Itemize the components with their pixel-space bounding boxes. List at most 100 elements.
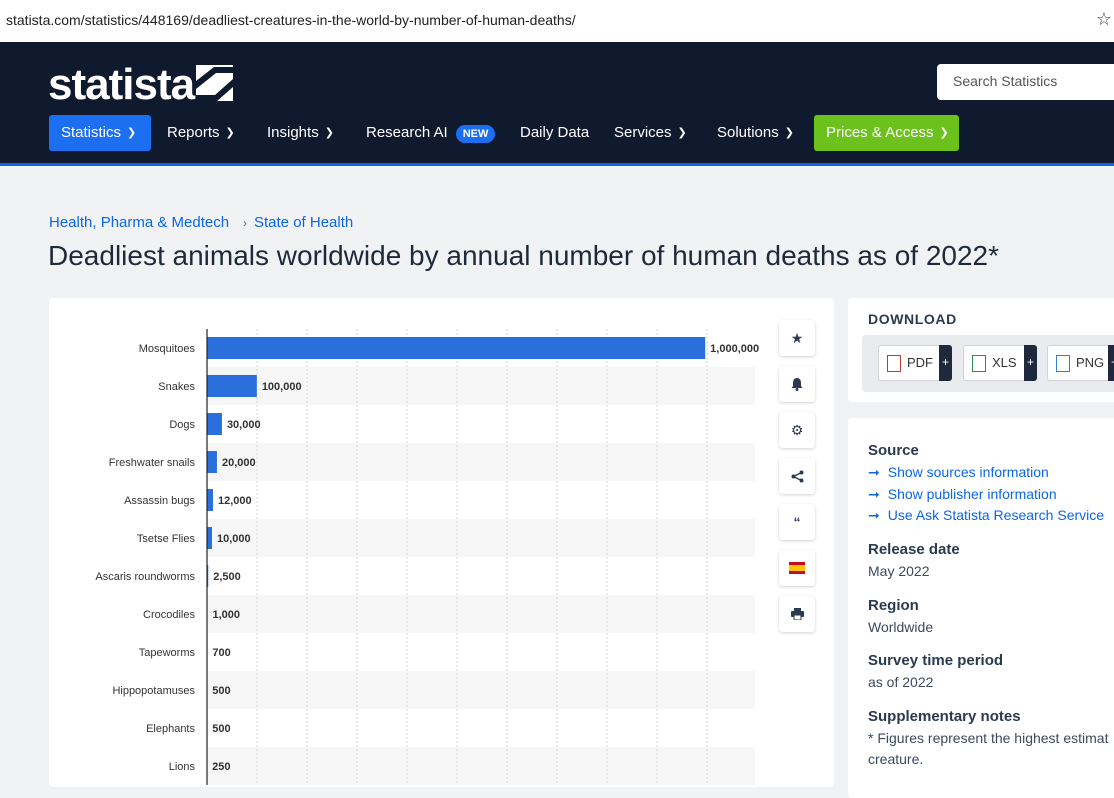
bar-assassin-bugs [207, 489, 213, 511]
bar-tsetse-flies [207, 527, 212, 549]
nav-services-label: Services [614, 124, 672, 141]
source-heading: Source [868, 442, 919, 459]
category-label: Lions [169, 761, 196, 773]
category-label: Snakes [158, 381, 195, 393]
browser-url-bar[interactable]: statista.com/statistics/448169/deadliest… [0, 0, 1114, 42]
bar-snakes [207, 375, 257, 397]
chevron-down-icon: ❯ [940, 115, 949, 151]
data-label: 1,000 [212, 609, 240, 621]
survey-period-heading: Survey time period [868, 652, 1003, 669]
gear-icon[interactable]: ⚙ [779, 412, 815, 448]
nav-statistics[interactable]: Statistics❯ [49, 115, 151, 151]
star-icon[interactable]: ★ [779, 320, 815, 356]
category-label: Freshwater snails [109, 457, 196, 469]
nav-solutions[interactable]: Solutions ❯ [705, 115, 806, 151]
nav-statistics-label: Statistics [61, 124, 121, 141]
category-label: Ascaris roundworms [95, 571, 195, 583]
category-label: Crocodiles [143, 609, 195, 621]
row-band [207, 595, 755, 633]
category-label: Mosquitoes [139, 343, 196, 355]
release-date-value: May 2022 [868, 563, 929, 579]
page-title: Deadliest animals worldwide by annual nu… [48, 240, 999, 272]
search-input[interactable]: Search Statistics [937, 64, 1114, 100]
survey-period-value: as of 2022 [868, 674, 933, 690]
download-png-label: PNG [1076, 355, 1104, 370]
category-label: Tsetse Flies [137, 533, 196, 545]
bar-freshwater-snails [207, 451, 217, 473]
data-label: 250 [212, 761, 230, 773]
nav-reports[interactable]: Reports ❯ [155, 115, 247, 151]
png-file-icon [1056, 355, 1070, 372]
chevron-down-icon: ❯ [785, 115, 794, 151]
supplementary-notes-line1: * Figures represent the highest estimat [868, 730, 1108, 746]
region-value: Worldwide [868, 619, 933, 635]
bell-icon[interactable] [779, 366, 815, 402]
quote-icon[interactable]: “ [779, 504, 815, 540]
data-label: 500 [212, 723, 230, 735]
category-label: Assassin bugs [124, 495, 195, 507]
ask-statista-label: Use Ask Statista Research Service [888, 507, 1104, 523]
data-label: 700 [212, 647, 230, 659]
data-label: 2,500 [213, 571, 241, 583]
xls-file-icon [972, 355, 986, 372]
nav-prices-label: Prices & Access [826, 124, 934, 141]
region-heading: Region [868, 597, 919, 614]
data-label: 12,000 [218, 495, 252, 507]
category-label: Hippopotamuses [112, 685, 195, 697]
print-icon[interactable] [779, 596, 815, 632]
spain-flag-icon[interactable] [779, 550, 815, 586]
data-label: 100,000 [262, 381, 302, 393]
nav-reports-label: Reports [167, 124, 220, 141]
row-band [207, 747, 755, 785]
breadcrumb-item-state-of-health[interactable]: State of Health [254, 214, 353, 231]
nav-prices-access[interactable]: Prices & Access ❯ [814, 115, 959, 151]
new-badge: NEW [456, 125, 496, 143]
show-publisher-label: Show publisher information [888, 486, 1057, 502]
breadcrumb-item-health[interactable]: Health, Pharma & Medtech [49, 214, 229, 231]
nav-daily-data-label: Daily Data [520, 124, 589, 141]
release-date-heading: Release date [868, 541, 960, 558]
data-label: 20,000 [222, 457, 256, 469]
url-text[interactable]: statista.com/statistics/448169/deadliest… [6, 12, 576, 28]
download-card: DOWNLOAD PDF + XLS + PNG + [848, 298, 1114, 402]
category-label: Dogs [169, 419, 195, 431]
download-pdf-label: PDF [907, 355, 933, 370]
category-label: Tapeworms [139, 647, 196, 659]
nav-daily-data[interactable]: Daily Data [508, 115, 601, 151]
plus-icon[interactable]: + [1108, 345, 1114, 381]
statista-logo-mark-icon[interactable] [196, 65, 233, 101]
download-png-button[interactable]: PNG + [1047, 345, 1114, 381]
row-band [207, 671, 755, 709]
star-outline-icon[interactable]: ☆ [1096, 9, 1112, 30]
show-publisher-link[interactable]: ➞Show publisher information [868, 486, 1057, 503]
chevron-down-icon: ❯ [226, 115, 235, 151]
nav-services[interactable]: Services❯ [602, 115, 699, 151]
row-band [207, 443, 755, 481]
share-icon[interactable] [779, 458, 815, 494]
download-xls-label: XLS [992, 355, 1017, 370]
nav-solutions-label: Solutions [717, 124, 779, 141]
statista-logo[interactable]: statista [48, 60, 194, 110]
download-pdf-button[interactable]: PDF + [878, 345, 952, 381]
data-label: 10,000 [217, 533, 251, 545]
show-sources-link[interactable]: ➞Show sources information [868, 464, 1049, 481]
nav-insights-label: Insights [267, 124, 319, 141]
site-header: statista Search Statistics Statistics❯ R… [0, 42, 1114, 166]
nav-insights[interactable]: Insights❯ [255, 115, 346, 151]
download-title: DOWNLOAD [868, 311, 957, 327]
bar-dogs [207, 413, 222, 435]
ask-statista-link[interactable]: ➞Use Ask Statista Research Service [868, 507, 1104, 524]
data-label: 1,000,000 [710, 343, 759, 355]
supplementary-notes-line2: creature. [868, 751, 923, 767]
plus-icon[interactable]: + [939, 345, 952, 381]
row-band [207, 519, 755, 557]
pdf-file-icon [887, 355, 901, 372]
info-card: Source ➞Show sources information ➞Show p… [848, 418, 1114, 798]
nav-research-ai-label: Research AI [366, 124, 448, 141]
nav-research-ai[interactable]: Research AI NEW [354, 115, 507, 151]
download-buttons: PDF + XLS + PNG + [862, 335, 1114, 392]
plus-icon[interactable]: + [1024, 345, 1037, 381]
download-xls-button[interactable]: XLS + [963, 345, 1037, 381]
